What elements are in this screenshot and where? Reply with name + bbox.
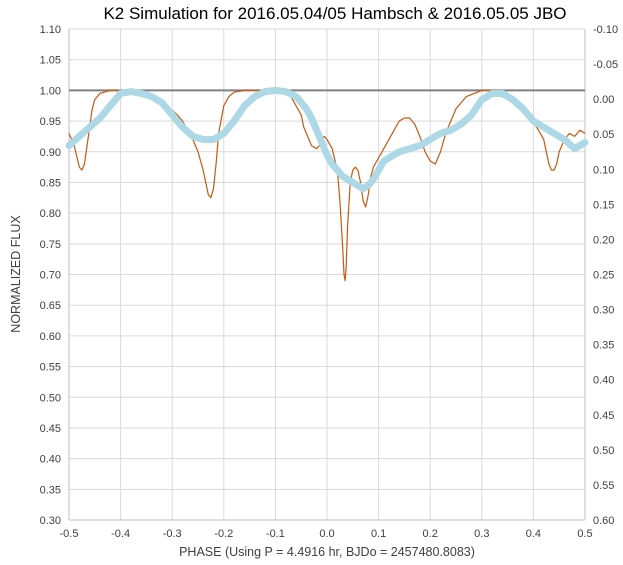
y-tick-label: 0.40 [40, 454, 61, 466]
y-tick-label: 0.35 [40, 484, 61, 496]
y2-tick-label: -0.10 [593, 24, 618, 36]
y2-tick-label: -0.05 [593, 59, 618, 71]
x-tick-label: 0.1 [371, 528, 386, 540]
x-tick-label: 0.2 [423, 528, 438, 540]
axis-layer [68, 29, 586, 521]
y2-tick-label: 0.05 [593, 129, 614, 141]
y2-tick-label: 0.55 [593, 480, 614, 492]
x-tick-label: -0.2 [214, 528, 233, 540]
chart-title: K2 Simulation for 2016.05.04/05 Hambsch … [103, 4, 566, 23]
x-tick-label: -0.5 [60, 528, 79, 540]
x-tick-label: 0.0 [319, 528, 334, 540]
y-axis-label: NORMALIZED FLUX [9, 215, 23, 333]
y2-tick-label: 0.45 [593, 410, 614, 422]
y-tick-label: 0.50 [40, 392, 61, 404]
x-tick-label: -0.3 [163, 528, 182, 540]
y2-tick-label: 0.35 [593, 340, 614, 352]
y2-tick-label: 0.15 [593, 199, 614, 211]
x-tick-label: 0.5 [577, 528, 592, 540]
y-tick-label: 0.45 [40, 423, 61, 435]
y-tick-label: 0.30 [40, 515, 61, 527]
y2-tick-label: 0.25 [593, 270, 614, 282]
y2-tick-label: 0.40 [593, 375, 614, 387]
y-tick-label: 1.05 [40, 55, 61, 67]
y-tick-label: 0.95 [40, 116, 61, 128]
y-tick-label: 1.10 [40, 24, 61, 36]
y-tick-label: 0.60 [40, 331, 61, 343]
y-tick-label: 0.80 [40, 208, 61, 220]
series-line-observed [65, 86, 589, 193]
y2-tick-label: 0.20 [593, 234, 614, 246]
x-axis-label: PHASE (Using P = 4.4916 hr, BJDo = 24574… [179, 545, 475, 559]
y2-tick-label: 0.00 [593, 94, 614, 106]
y-tick-label: 0.70 [40, 270, 61, 282]
grid-layer [68, 28, 586, 521]
y-tick-label: 0.90 [40, 147, 61, 159]
y-tick-label: 0.55 [40, 362, 61, 374]
y-tick-label: 0.75 [40, 239, 61, 251]
y-tick-label: 0.65 [40, 300, 61, 312]
y-tick-label: 1.00 [40, 85, 61, 97]
y2-tick-label: 0.10 [593, 164, 614, 176]
tick-layer: -0.5 -0.4 -0.3 -0.2 -0.1 0.0 0.1 0.2 0.3 0.4 0.50.… [40, 24, 619, 540]
series-layer [65, 86, 589, 282]
x-tick-label: -0.1 [266, 528, 285, 540]
x-tick-label: 0.3 [474, 528, 489, 540]
y-tick-label: 0.85 [40, 177, 61, 189]
y2-tick-label: 0.30 [593, 305, 614, 317]
x-tick-label: 0.4 [526, 528, 541, 540]
y2-tick-label: 0.50 [593, 445, 614, 457]
x-tick-label: -0.4 [111, 528, 130, 540]
y2-tick-label: 0.60 [593, 515, 614, 527]
